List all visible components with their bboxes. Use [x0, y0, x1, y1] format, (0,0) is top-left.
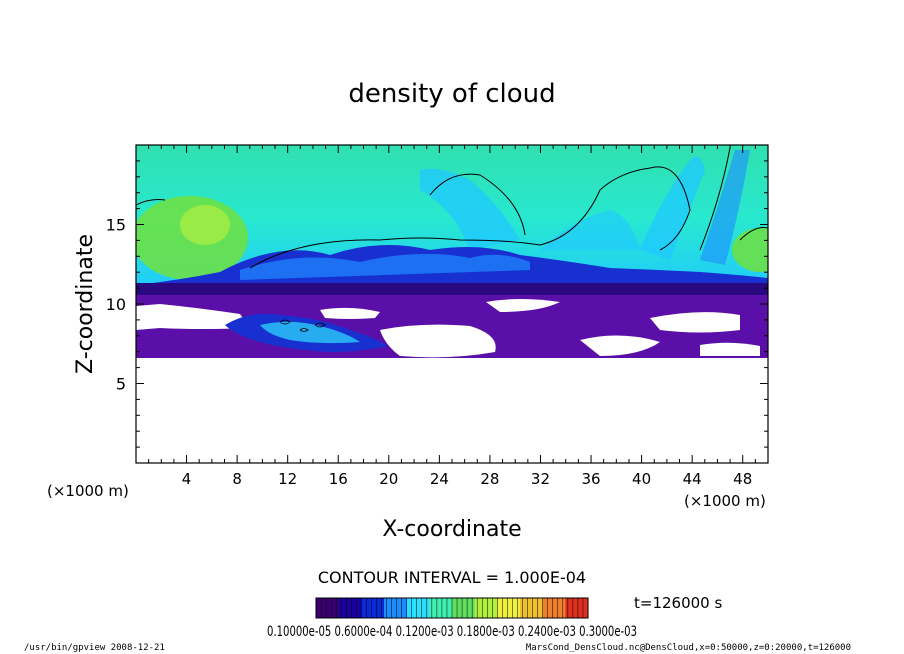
gap-2: [380, 324, 496, 358]
x-unit-left: (×1000 m): [47, 482, 129, 500]
time-label: t=126000 s: [634, 594, 722, 612]
colorbar-swatch: [429, 598, 453, 618]
footer-left: /usr/bin/gpview 2008-12-21: [24, 643, 165, 653]
y-tick-label: 10: [106, 295, 126, 314]
x-tick-label: 40: [632, 470, 651, 488]
x-tick-label: 36: [581, 470, 600, 488]
colorbar-swatch: [497, 598, 521, 618]
plume-2: [640, 156, 705, 260]
colorbar-swatch: [406, 598, 430, 618]
contour-line-1: [136, 147, 768, 269]
chart-title: density of cloud: [348, 79, 555, 109]
contour-interval: CONTOUR INTERVAL = 1.000E-04: [318, 568, 586, 587]
plume-4: [540, 210, 640, 250]
colorbar-swatch: [338, 598, 362, 618]
gap-4: [580, 335, 660, 356]
x-tick-label: 24: [430, 470, 449, 488]
y-axis: 5 10 15: [106, 160, 768, 448]
contour-line-2: [279, 319, 326, 332]
x-axis: 4 8 12 16 20 24 28 32 36 40 44 48: [148, 145, 756, 488]
x-tick-label: 16: [329, 470, 348, 488]
turbulent-cloud-core: [260, 321, 360, 344]
plot-area: [136, 145, 768, 463]
colorbar-swatch: [542, 598, 566, 618]
gap-5: [650, 312, 740, 333]
x-tick-label: 44: [683, 470, 702, 488]
y-axis-label: Z-coordinate: [73, 234, 98, 374]
colorbar-swatch: [474, 598, 498, 618]
colorbar-swatch: [565, 598, 589, 618]
y-tick-label: 5: [116, 375, 126, 394]
x-axis-label: X-coordinate: [382, 517, 521, 542]
x-unit-right: (×1000 m): [684, 492, 766, 510]
plume-1: [420, 168, 520, 250]
x-tick-label: 28: [480, 470, 499, 488]
colorbar-swatch: [452, 598, 476, 618]
footer-right: MarsCond_DensCloud.nc@DensCloud,x=0:5000…: [526, 643, 851, 653]
x-tick-label: 4: [182, 470, 192, 488]
x-tick-label: 48: [733, 470, 752, 488]
x-tick-label: 20: [379, 470, 398, 488]
gap-3: [486, 299, 560, 312]
plume-3: [700, 150, 750, 265]
colorbar-swatch: [316, 598, 340, 618]
colorbar-frame: [315, 597, 589, 619]
violet-layer-dark: [136, 283, 768, 295]
green-blob-right: [732, 228, 768, 272]
gap-7: [320, 307, 380, 319]
gap-1: [136, 304, 250, 330]
clear-layer: [136, 358, 768, 463]
colorbar-swatch: [520, 598, 544, 618]
colorbar-swatch: [361, 598, 385, 618]
colorbar-swatch: [384, 598, 408, 618]
x-tick-label: 32: [531, 470, 550, 488]
y-tick-label: 15: [106, 216, 126, 235]
gap-6: [700, 342, 760, 356]
colorbar: [315, 598, 589, 618]
cloud-band-light: [240, 253, 530, 280]
x-tick-label: 12: [278, 470, 297, 488]
x-tick-label: 8: [232, 470, 242, 488]
colorbar-labels: 0.10000e-05 0.6000e-04 0.1200e-03 0.1800…: [267, 624, 637, 640]
green-blob-left-core: [180, 205, 230, 245]
